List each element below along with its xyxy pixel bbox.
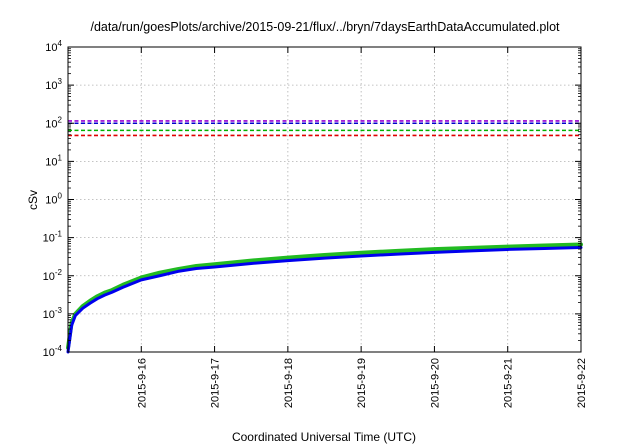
series-line [66,246,583,354]
y-tick-label: 101 [45,153,62,168]
x-tick-label: 2015-9-19 [356,358,368,408]
x-axis-label: Coordinated Universal Time (UTC) [232,430,416,444]
x-tick-label: 2015-9-18 [283,358,295,408]
x-tick-label: 2015-9-21 [503,358,515,408]
y-tick-label: 104 [45,39,62,54]
x-tick-label: 2015-9-22 [576,358,588,408]
y-tick-label: 100 [45,192,62,207]
y-tick-label: 103 [45,77,62,92]
x-tick-label: 2015-9-16 [136,358,148,408]
grid-lines [68,47,581,352]
y-tick-labels: 10-4 10-3 10-2 10-1 100 101 102 103 104 [43,39,63,359]
y-axis-label: cSv [26,190,40,210]
y-tick-label: 10-1 [43,230,63,245]
axis-ticks [68,46,582,353]
y-tick-label: 10-2 [43,268,63,283]
series-line [66,242,583,350]
y-tick-label: 102 [45,115,62,130]
y-tick-label: 10-3 [43,306,63,321]
y-tick-label: 10-4 [43,344,63,359]
x-tick-label: 2015-9-17 [210,358,222,408]
chart-title: /data/run/goesPlots/archive/2015-09-21/f… [90,20,560,34]
x-tick-labels: 2015-9-16 2015-9-17 2015-9-18 2015-9-19 2015… [136,358,588,408]
x-tick-label: 2015-9-20 [429,358,441,408]
plot-area [66,242,583,354]
reference-lines [68,120,581,137]
